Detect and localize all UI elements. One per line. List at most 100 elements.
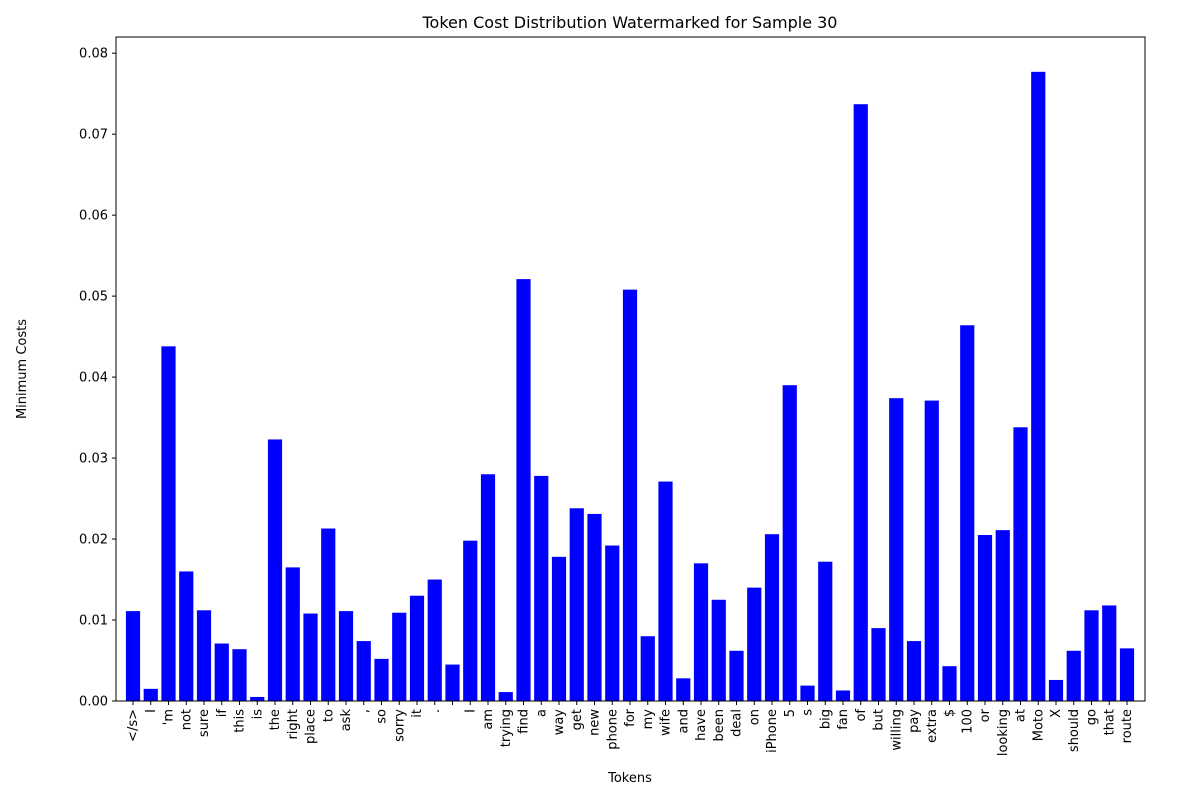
x-tick-label: but (872, 709, 887, 731)
bar (605, 545, 620, 701)
bar (942, 666, 957, 701)
bar (800, 685, 815, 701)
bar (196, 610, 212, 701)
bar (960, 325, 975, 701)
bar (747, 587, 762, 701)
x-tick-label: a (534, 709, 549, 717)
bar (977, 535, 993, 701)
x-tick-label: 5 (783, 709, 798, 717)
x-tick-label: 100 (960, 709, 975, 734)
bar (338, 611, 354, 701)
x-tick-label: pay (907, 709, 922, 733)
bar (214, 643, 229, 701)
bar (764, 534, 780, 701)
y-tick-label: 0.07 (79, 128, 108, 143)
x-tick-label: been (712, 709, 727, 742)
bar (1084, 610, 1099, 701)
bar (622, 289, 638, 701)
bar (569, 508, 584, 701)
bar (303, 613, 318, 701)
x-tick-label: fan (836, 709, 851, 730)
bar (906, 641, 922, 701)
x-tick-label: looking (996, 709, 1011, 756)
x-tick-label: go (1085, 709, 1100, 725)
bar (853, 104, 868, 701)
x-tick-label: ask (339, 709, 354, 732)
x-tick-label: have (694, 709, 709, 741)
x-tick-label: extra (925, 709, 940, 743)
x-tick-label: find (517, 709, 532, 734)
bar (143, 688, 158, 701)
x-tick-label: that (1102, 709, 1117, 735)
y-tick-label: 0.01 (79, 614, 108, 629)
x-tick-label: it (410, 709, 425, 718)
x-axis-label: Tokens (607, 771, 652, 786)
bars-group (125, 71, 1135, 701)
bar (445, 664, 460, 701)
x-tick-label: not (179, 709, 194, 730)
bar (835, 690, 851, 701)
x-tick-label: , (357, 709, 372, 713)
bar (676, 678, 691, 701)
x-tick-label: right (286, 709, 301, 740)
y-axis-label: Minimum Costs (15, 319, 30, 419)
bar (480, 474, 496, 701)
x-tick-label: to (321, 709, 336, 722)
bar (729, 650, 744, 701)
x-tick-label: if (215, 709, 230, 718)
bar (640, 636, 655, 701)
bar (427, 579, 442, 701)
bar (995, 530, 1010, 701)
x-tick-label: big (818, 709, 833, 729)
bar (409, 595, 425, 701)
x-tick-label: 'm (162, 709, 177, 725)
x-tick-label: trying (499, 709, 514, 747)
bar (889, 398, 904, 701)
x-tick-label: deal (730, 709, 745, 737)
bar (1066, 650, 1081, 701)
x-tick-label: of (854, 709, 869, 722)
x-tick-label: place (304, 709, 319, 744)
x-tick-label: new (588, 709, 603, 736)
x-axis: </s> I'm not sure if this is the right place to ask… (126, 701, 1135, 756)
x-tick-label: Moto (1031, 709, 1046, 741)
x-tick-label: . (428, 709, 443, 713)
x-tick-label: the (268, 709, 283, 730)
bar (161, 346, 176, 701)
x-tick-label: is (250, 709, 265, 720)
bar (179, 571, 194, 701)
bar (285, 567, 300, 701)
bar (782, 385, 797, 701)
y-tick-label: 0.08 (79, 47, 108, 62)
bar (1031, 71, 1046, 701)
bar (711, 599, 726, 701)
bar (267, 439, 283, 701)
x-tick-label: my (641, 709, 656, 730)
bar (356, 641, 371, 701)
x-tick-label: get (570, 709, 585, 730)
x-tick-label: willing (889, 709, 904, 751)
x-tick-label: so (375, 709, 390, 724)
bar (250, 696, 265, 701)
x-tick-label: phone (605, 709, 620, 750)
x-tick-label: I (144, 709, 159, 713)
y-axis: 0.00 0.01 0.02 0.03 0.04 0.05 0.06 0.07 0.08 (79, 47, 116, 710)
bar (693, 563, 709, 701)
x-tick-label: way (552, 709, 567, 736)
bar (463, 540, 478, 701)
bar (551, 556, 567, 701)
y-tick-label: 0.00 (79, 695, 108, 710)
x-tick-label: at (1014, 709, 1029, 722)
bar (374, 658, 389, 701)
x-tick-label: should (1067, 709, 1082, 752)
y-tick-label: 0.02 (79, 533, 108, 548)
bar (818, 561, 833, 701)
x-tick-label: $ (943, 709, 958, 717)
x-tick-label: wife (659, 709, 674, 736)
x-tick-label: this (233, 709, 248, 733)
y-tick-label: 0.06 (79, 209, 108, 224)
bar (658, 481, 673, 701)
bar (1013, 427, 1028, 701)
bar (924, 400, 939, 701)
